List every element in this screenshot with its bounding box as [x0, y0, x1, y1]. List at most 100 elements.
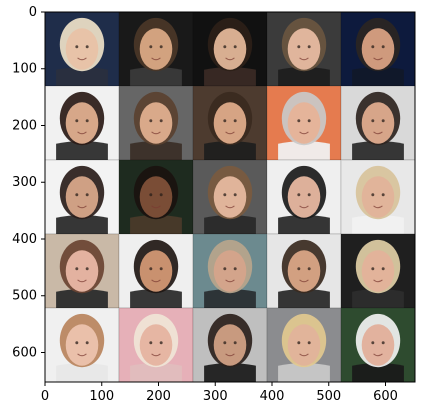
x-tick-label: 200	[146, 389, 171, 404]
left-eye	[149, 119, 153, 123]
shoulders	[278, 215, 330, 234]
x-tick-label: 600	[373, 389, 398, 404]
shoulders	[204, 141, 256, 160]
mouth	[151, 205, 161, 209]
face	[213, 324, 247, 366]
grid-tile-r4c1	[44, 233, 120, 309]
face	[139, 28, 173, 70]
face	[213, 28, 247, 70]
mouth	[151, 131, 161, 135]
shoulders	[352, 289, 404, 308]
left-eye	[371, 267, 375, 271]
face	[65, 102, 99, 144]
mouth	[151, 279, 161, 283]
grid-tile-r1c2	[118, 11, 194, 87]
right-eye	[381, 341, 385, 345]
y-tick-label: 200	[12, 118, 37, 133]
grid-tile-r4c5	[340, 233, 416, 309]
face	[139, 250, 173, 292]
y-tick-label: 500	[12, 289, 37, 304]
face	[213, 250, 247, 292]
right-eye	[233, 341, 237, 345]
grid-tile-r2c5	[340, 85, 416, 161]
y-tick-label: 0	[29, 5, 37, 20]
face	[287, 176, 321, 218]
right-eye	[307, 45, 311, 49]
face	[361, 28, 395, 70]
left-eye	[297, 193, 301, 197]
left-eye	[149, 267, 153, 271]
right-eye	[307, 341, 311, 345]
mouth	[299, 353, 309, 357]
x-tick-label: 100	[89, 389, 114, 404]
left-eye	[75, 267, 79, 271]
mouth	[373, 205, 383, 209]
right-eye	[233, 45, 237, 49]
grid-tile-r3c2	[118, 159, 194, 235]
shoulders	[352, 215, 404, 234]
left-eye	[149, 45, 153, 49]
right-eye	[159, 119, 163, 123]
face	[287, 28, 321, 70]
shoulders	[278, 67, 330, 86]
y-tick-label: 400	[12, 232, 37, 247]
right-eye	[233, 193, 237, 197]
left-eye	[297, 45, 301, 49]
x-tick-label: 500	[316, 389, 341, 404]
left-eye	[297, 267, 301, 271]
y-tick-label: 300	[12, 175, 37, 190]
right-eye	[159, 267, 163, 271]
grid-tile-r5c1	[44, 307, 120, 383]
right-eye	[85, 341, 89, 345]
mouth	[225, 57, 235, 61]
right-eye	[233, 119, 237, 123]
right-eye	[85, 193, 89, 197]
grid-tile-r4c3	[192, 233, 268, 309]
face	[361, 324, 395, 366]
grid-tile-r5c2	[118, 307, 194, 383]
shoulders	[278, 141, 330, 160]
face	[213, 102, 247, 144]
mouth	[77, 57, 87, 61]
shoulders	[204, 67, 256, 86]
mouth	[77, 205, 87, 209]
shoulders	[204, 289, 256, 308]
face	[65, 250, 99, 292]
shoulders	[130, 289, 182, 308]
left-eye	[371, 45, 375, 49]
right-eye	[85, 119, 89, 123]
left-eye	[223, 119, 227, 123]
face	[139, 324, 173, 366]
grid-tile-r5c4	[266, 307, 342, 383]
mouth	[151, 57, 161, 61]
grid-tile-r1c5	[340, 11, 416, 87]
right-eye	[85, 45, 89, 49]
left-eye	[297, 119, 301, 123]
grid-tile-r5c5	[340, 307, 416, 383]
mouth	[225, 131, 235, 135]
shoulders	[352, 67, 404, 86]
right-eye	[307, 267, 311, 271]
face	[361, 102, 395, 144]
grid-tile-r3c3	[192, 159, 268, 235]
face	[65, 176, 99, 218]
right-eye	[381, 193, 385, 197]
left-eye	[297, 341, 301, 345]
grid-tile-r1c3	[192, 11, 268, 87]
shoulders	[56, 289, 108, 308]
axes-frame	[44, 11, 416, 383]
shoulders	[56, 67, 108, 86]
right-eye	[159, 45, 163, 49]
left-eye	[223, 45, 227, 49]
grid-tile-r3c1	[44, 159, 120, 235]
shoulders	[352, 141, 404, 160]
grid-tile-r1c1	[44, 11, 120, 87]
face	[65, 28, 99, 70]
shoulders	[204, 215, 256, 234]
x-axis-ticks: 0 100 200 300 400 500 600	[41, 382, 398, 404]
grid-tile-r2c2	[118, 85, 194, 161]
grid-tile-r4c4	[266, 233, 342, 309]
mouth	[225, 279, 235, 283]
mouth	[225, 353, 235, 357]
